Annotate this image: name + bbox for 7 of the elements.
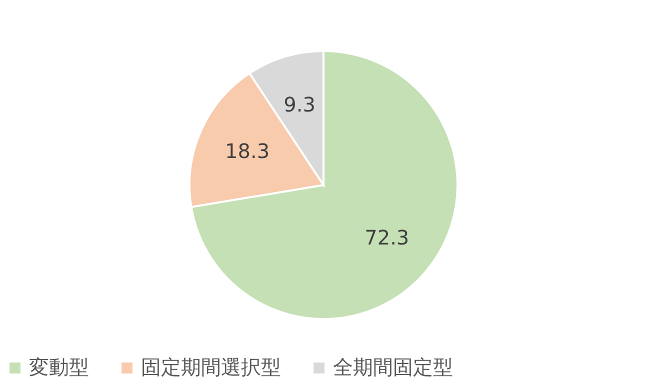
legend-label: 固定期間選択型 [141, 355, 281, 379]
legend-label: 変動型 [29, 355, 89, 379]
pie-slice [190, 50, 458, 320]
data-label: 72.3 [364, 226, 410, 250]
legend-label: 全期間固定型 [333, 355, 453, 379]
data-label: 9.3 [284, 92, 316, 116]
data-label: 18.3 [225, 138, 270, 163]
